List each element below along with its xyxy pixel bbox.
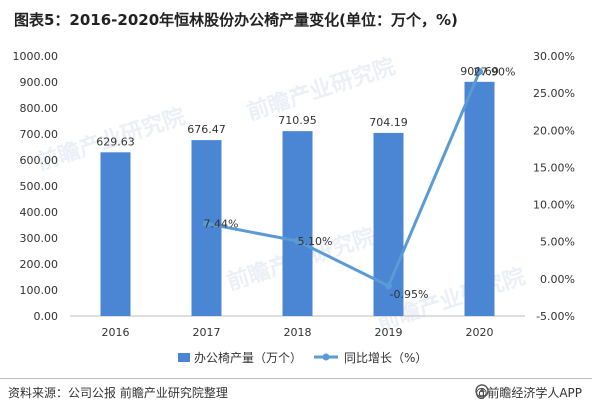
- category-label: 2020: [466, 326, 494, 339]
- growth-point: [294, 237, 301, 245]
- chart-title: 图表5：2016-2020年恒林股份办公椅产量变化(单位：万个，%): [14, 11, 458, 29]
- bar: [282, 131, 313, 316]
- bar-value-label: 676.47: [187, 123, 226, 136]
- footer-divider: [0, 378, 592, 379]
- bar: [464, 81, 495, 316]
- brand-text: @前瞻经济学人APP: [475, 386, 582, 400]
- line-series: [203, 68, 483, 290]
- right-axis-ticks: -5.00% 0.00% 5.00% 10.00% 15.00% 20.00% 25.00%…: [533, 50, 575, 323]
- legend-bar-swatch: [178, 353, 190, 362]
- left-tick-label: 900.00: [20, 76, 59, 89]
- growth-value-label: 7.44%: [204, 218, 239, 231]
- source-note: 资料来源：公司公报 前瞻产业研究院整理: [8, 386, 228, 400]
- bar: [100, 152, 131, 316]
- left-tick-label: 800.00: [20, 102, 59, 115]
- right-tick-label: 15.00%: [533, 161, 575, 174]
- right-tick-label: 30.00%: [533, 50, 575, 63]
- right-tick-label: 25.00%: [533, 87, 575, 100]
- legend: 办公椅产量（万个） 同比增长（%）: [178, 350, 427, 365]
- legend-line-marker: [322, 353, 330, 361]
- right-tick-label: 0.00%: [540, 273, 575, 286]
- brand-credit: @前瞻经济学人APP: [475, 384, 582, 401]
- brand-logo-icon: [475, 384, 490, 398]
- x-axis-categories: 2016 2017 2018 2019 2020: [102, 326, 494, 339]
- category-label: 2019: [375, 326, 403, 339]
- line-data-labels: 7.44% 5.10% -0.95% 27.90%: [204, 66, 516, 301]
- right-tick-label: 10.00%: [533, 199, 575, 212]
- bar-value-label: 710.95: [278, 114, 317, 127]
- left-tick-label: 400.00: [20, 206, 59, 219]
- watermark-text: 前瞻产业研究院: [244, 53, 399, 125]
- category-label: 2016: [102, 326, 130, 339]
- left-tick-label: 0.00: [34, 310, 59, 323]
- growth-value-label: -0.95%: [390, 288, 429, 301]
- bar-series: [100, 81, 495, 316]
- category-label: 2017: [193, 326, 221, 339]
- left-tick-label: 100.00: [20, 284, 59, 297]
- right-tick-label: 20.00%: [533, 124, 575, 137]
- growth-point: [476, 68, 483, 76]
- growth-point: [203, 220, 210, 228]
- legend-bar-label: 办公椅产量（万个）: [194, 350, 302, 365]
- left-tick-label: 500.00: [20, 180, 59, 193]
- bar: [191, 140, 222, 316]
- growth-value-label: 5.10%: [298, 235, 333, 248]
- left-tick-label: 1000.00: [13, 50, 59, 63]
- growth-line: [206, 71, 481, 288]
- left-tick-label: 600.00: [20, 154, 59, 167]
- right-tick-label: 5.00%: [540, 236, 575, 249]
- growth-value-label: 27.90%: [474, 66, 516, 79]
- left-axis-ticks: 0.00 100.00 200.00 300.00 400.00 500.00 600.00…: [13, 50, 59, 323]
- bar-value-label: 629.63: [96, 135, 135, 148]
- right-tick-label: -5.00%: [536, 310, 575, 323]
- category-label: 2018: [284, 326, 312, 339]
- bar-value-label: 704.19: [369, 116, 408, 129]
- left-tick-label: 700.00: [20, 128, 59, 141]
- left-tick-label: 300.00: [20, 232, 59, 245]
- legend-line-label: 同比增长（%）: [344, 351, 427, 365]
- left-tick-label: 200.00: [20, 258, 59, 271]
- growth-point: [385, 282, 392, 290]
